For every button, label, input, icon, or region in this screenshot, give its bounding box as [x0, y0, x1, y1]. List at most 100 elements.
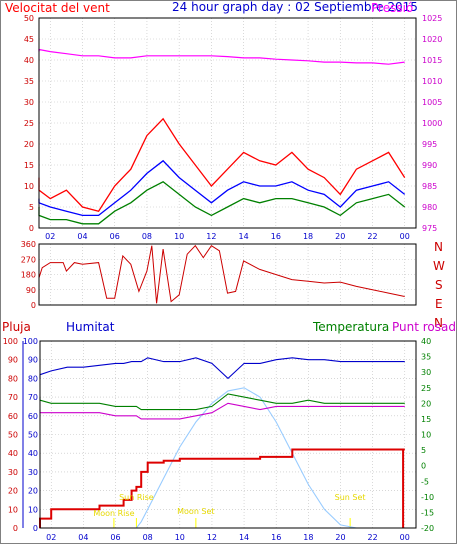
wind-tick-2: 10: [24, 182, 34, 191]
pressure-tick-9: 1020: [422, 35, 442, 44]
temperature-tick-8: 20: [421, 399, 431, 408]
lower-x-tick-4: 10: [175, 533, 185, 542]
wind-x-tick-10: 22: [367, 232, 377, 241]
humidity-tick-5: 50: [28, 431, 38, 440]
temperature-tick-2: -10: [421, 493, 434, 502]
pressure-tick-0: 975: [422, 224, 437, 233]
dir-tick-2: 180: [21, 271, 36, 280]
humidity-tick-4: 40: [28, 449, 38, 458]
page-title: 24 hour graph day : 02 Septiembre 2015: [172, 0, 418, 14]
moonset-label: Moon Set: [177, 507, 214, 516]
moonrise-label: Moon Rise: [93, 509, 134, 518]
wind-pressure-chart: 0510152025303540455097598098599099510001…: [24, 14, 443, 241]
wind-x-tick-8: 18: [303, 232, 313, 241]
wind-x-tick-7: 16: [271, 232, 281, 241]
wind-tick-7: 35: [24, 77, 34, 86]
lower-series-temperature: [39, 393, 405, 411]
lower-plot-frame: [39, 340, 417, 529]
temperature-tick-5: 5: [421, 446, 426, 455]
wind-x-tick-1: 04: [77, 232, 87, 241]
temperature-tick-10: 30: [421, 368, 431, 377]
rain-label: Pluja: [2, 320, 31, 334]
temperature-tick-4: 0: [421, 462, 426, 471]
dir-tick-3: 270: [21, 255, 36, 264]
rain-tick-10: 100: [3, 337, 18, 346]
rain-tick-7: 70: [8, 393, 18, 402]
humidity-tick-3: 30: [28, 468, 38, 477]
wind-tick-3: 15: [24, 161, 34, 170]
wind-tick-4: 20: [24, 140, 34, 149]
sunrise-label: Sun Rise: [119, 493, 154, 502]
wind-x-tick-4: 10: [174, 232, 184, 241]
dir-tick-1: 90: [26, 286, 36, 295]
humidity-tick-0: 0: [33, 524, 38, 533]
lower-x-tick-5: 12: [207, 533, 217, 542]
lower-x-tick-11: 00: [400, 533, 410, 542]
rain-tick-3: 30: [8, 468, 18, 477]
pressure-tick-7: 1010: [422, 77, 442, 86]
lower-x-tick-6: 14: [239, 533, 249, 542]
temperature-tick-0: -20: [421, 524, 434, 533]
lower-x-tick-0: 02: [46, 533, 56, 542]
rain-tick-4: 40: [8, 449, 18, 458]
rain-tick-6: 60: [8, 412, 18, 421]
lower-x-tick-7: 16: [271, 533, 281, 542]
wind-tick-0: 0: [29, 224, 34, 233]
pressure-tick-2: 985: [422, 182, 437, 191]
dir-plot-frame: [38, 243, 417, 306]
wind-series-pressure: [38, 48, 405, 65]
pressure-tick-6: 1005: [422, 98, 442, 107]
wind-x-tick-0: 02: [45, 232, 55, 241]
humidity-tick-7: 70: [28, 393, 38, 402]
lower-x-tick-3: 08: [143, 533, 153, 542]
wind-x-tick-11: 00: [400, 232, 410, 241]
rain-humidity-temperature-chart: 0102030405060708090100010203040506070809…: [3, 337, 434, 542]
rain-tick-2: 20: [8, 487, 18, 496]
sunset-label: Sun Set: [335, 493, 366, 502]
lower-series-rain: [39, 448, 405, 528]
direction-letter-e: E: [435, 297, 443, 311]
humidity-tick-8: 80: [28, 374, 38, 383]
wind-speed-label: Velocitat del vent: [5, 1, 110, 15]
direction-letter-w: W: [433, 259, 445, 273]
wind-series-gust: [38, 117, 406, 212]
wind-tick-6: 30: [24, 98, 34, 107]
wind-series-low: [38, 181, 406, 225]
humidity-tick-10: 100: [23, 337, 38, 346]
humidity-tick-6: 60: [28, 412, 38, 421]
dir-tick-0: 0: [31, 301, 36, 310]
temperature-tick-6: 10: [421, 431, 431, 440]
wind-tick-8: 40: [24, 56, 34, 65]
pressure-tick-5: 1000: [422, 119, 442, 128]
temperature-tick-11: 35: [421, 353, 431, 362]
humidity-tick-9: 90: [28, 356, 38, 365]
pressure-tick-4: 995: [422, 140, 437, 149]
temperature-tick-1: -15: [421, 508, 434, 517]
lower-series-dewpoint: [39, 402, 405, 420]
lower-x-tick-10: 22: [368, 533, 378, 542]
lower-series-humidity: [39, 357, 405, 380]
temperature-tick-3: -5: [421, 477, 429, 486]
pressure-tick-10: 1025: [422, 14, 442, 23]
wind-x-tick-9: 20: [335, 232, 345, 241]
lower-x-tick-9: 20: [335, 533, 345, 542]
wind-x-tick-5: 12: [206, 232, 216, 241]
lower-x-tick-1: 04: [78, 533, 88, 542]
direction-letter-s: S: [435, 278, 443, 292]
dir-tick-4: 360: [21, 240, 36, 249]
wind-x-tick-2: 06: [110, 232, 120, 241]
wind-series-average: [38, 159, 406, 217]
dewpoint-label: Punt rosada: [392, 320, 457, 334]
temperature-tick-12: 40: [421, 337, 431, 346]
rain-tick-1: 10: [8, 505, 18, 514]
lower-x-tick-2: 06: [110, 533, 120, 542]
rain-tick-5: 50: [8, 431, 18, 440]
pressure-label: Pressió: [371, 1, 413, 15]
wind-direction-chart: 0 90 180 270 360: [21, 240, 417, 310]
direction-letter-n-bottom: N: [434, 316, 443, 330]
wind-plot-frame: [38, 17, 417, 229]
rain-tick-8: 80: [8, 374, 18, 383]
